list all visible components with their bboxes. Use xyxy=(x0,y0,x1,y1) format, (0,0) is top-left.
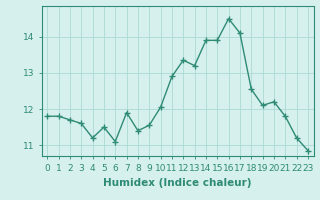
X-axis label: Humidex (Indice chaleur): Humidex (Indice chaleur) xyxy=(103,178,252,188)
